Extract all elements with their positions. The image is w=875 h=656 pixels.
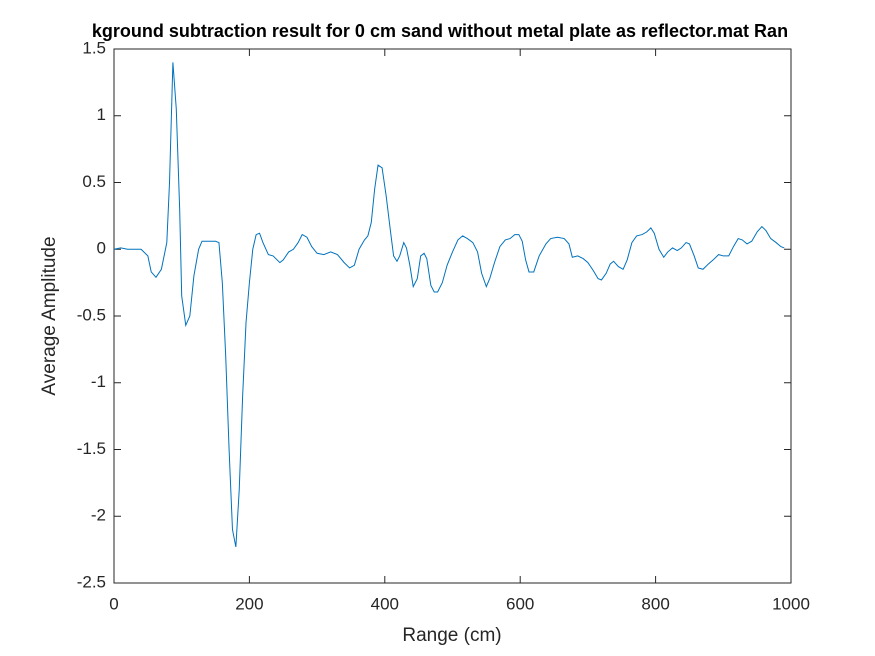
y-tick-label: 1.5 [82,38,106,57]
y-tick-label: 0 [97,239,106,258]
y-tick-label: -2.5 [77,572,106,591]
y-tick-label: -0.5 [77,305,106,324]
x-tick-label: 600 [506,594,534,613]
x-tick-label: 1000 [772,594,810,613]
x-tick-label: 200 [235,594,263,613]
chart-title: kground subtraction result for 0 cm sand… [92,21,788,41]
y-tick-label: -1 [91,372,106,391]
y-tick-label: 1 [97,105,106,124]
data-line [113,62,785,548]
x-axis-label: Range (cm) [402,625,501,646]
y-axis-label: Average Amplitude [39,236,60,395]
x-tick-label: 0 [109,594,118,613]
x-tick-label: 400 [371,594,399,613]
x-tick-label: 800 [641,594,669,613]
y-tick-label: 0.5 [82,172,106,191]
y-tick-label: -1.5 [77,439,106,458]
y-tick-label: -2 [91,506,106,525]
